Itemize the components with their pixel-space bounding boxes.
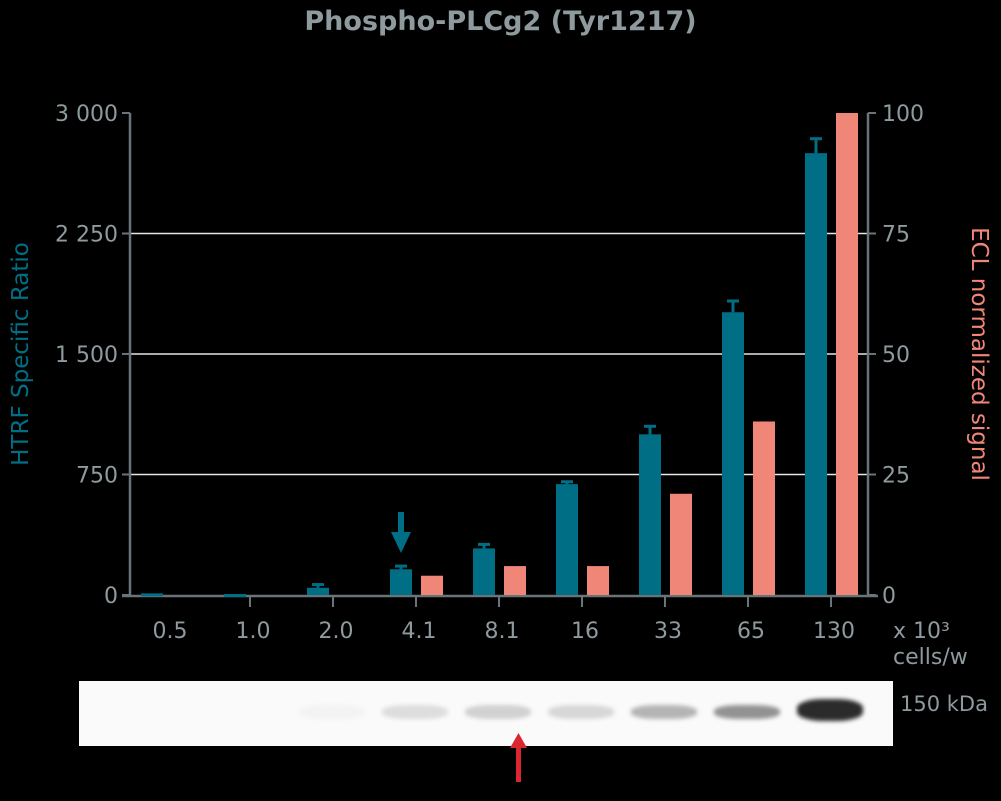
blot-band	[382, 705, 448, 719]
chart-title: Phospho-PLCg2 (Tyr1217)	[304, 6, 697, 37]
y-left-tick-label: 2 250	[55, 223, 118, 248]
blot-band	[714, 705, 780, 719]
x-tick-label: 33	[654, 619, 682, 644]
error-bar	[561, 480, 573, 484]
bar-htrf	[141, 593, 163, 597]
western-blot-image	[79, 681, 893, 746]
bar-ecl	[587, 566, 609, 595]
error-bar	[810, 137, 822, 141]
y-right-tick-label: 0	[882, 584, 896, 609]
y-right-tick-label: 75	[882, 223, 910, 248]
error-bar	[312, 583, 324, 587]
bar-ecl	[753, 421, 775, 595]
blot-band	[631, 705, 697, 719]
bar-htrf	[307, 587, 329, 595]
y-left-tick-label: 750	[76, 464, 118, 489]
error-bar	[644, 424, 656, 428]
y-right-tick-label: 25	[882, 464, 910, 489]
x-tick-label: 2.0	[319, 619, 354, 644]
y-left-axis-label: HTRF Specific Ratio	[8, 242, 34, 466]
y-left-tick-label: 1 500	[55, 343, 118, 368]
y-left-tick-label: 3 000	[55, 102, 118, 127]
blot-band	[797, 699, 863, 721]
bar-htrf	[473, 548, 495, 595]
error-bar	[727, 299, 739, 303]
bar-ecl	[504, 566, 526, 595]
bar-htrf	[639, 434, 661, 595]
bar-htrf	[722, 312, 744, 595]
y-left-tick-label: 0	[104, 584, 118, 609]
error-bar	[395, 564, 407, 568]
x-tick-label: 8.1	[485, 619, 520, 644]
x-axis-label: cells/w	[893, 645, 968, 670]
bar-ecl	[421, 575, 443, 595]
bar-htrf	[224, 594, 246, 597]
x-tick-label: 130	[813, 619, 855, 644]
blot-band	[299, 705, 365, 719]
error-bar	[478, 542, 490, 546]
x-tick-label: 65	[737, 619, 765, 644]
x-tick-label: 0.5	[153, 619, 188, 644]
bar-htrf	[390, 569, 412, 595]
x-tick-label: 4.1	[402, 619, 437, 644]
x-tick-label: 16	[571, 619, 599, 644]
teal-down-arrow-icon	[391, 512, 411, 553]
x-tick-label: 1.0	[236, 619, 271, 644]
blot-band	[548, 705, 614, 719]
bar-htrf	[805, 153, 827, 595]
y-right-tick-label: 100	[882, 102, 924, 127]
chart-area: 0 750 1 500 2 250 3 000 0 25 50 75 100 0.5 1.0 2.0 4.…	[8, 102, 992, 670]
blot-band	[465, 705, 531, 719]
blot-mw-label: 150 kDa	[900, 692, 988, 716]
y-right-tick-label: 50	[882, 343, 910, 368]
y-right-axis-label: ECL normalized signal	[966, 227, 992, 481]
x-axis-label-unit: x 10³	[893, 619, 950, 644]
bar-ecl	[836, 113, 858, 595]
bar-ecl	[670, 493, 692, 595]
bar-htrf	[556, 484, 578, 595]
